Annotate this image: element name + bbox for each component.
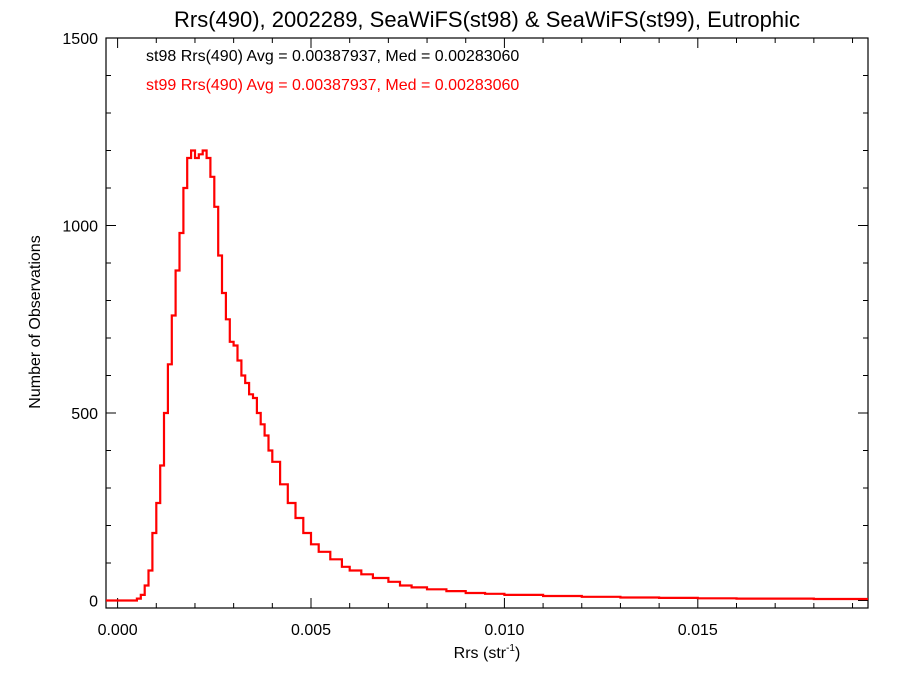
annotation-st99: st99 Rrs(490) Avg = 0.00387937, Med = 0.… xyxy=(146,77,519,94)
x-tick-label: 0.000 xyxy=(98,622,138,639)
x-tick-label: 0.015 xyxy=(678,622,718,639)
y-tick-label: 1000 xyxy=(62,219,98,236)
x-axis-label: Rrs (str-1) xyxy=(454,643,521,662)
y-tick-label: 1500 xyxy=(62,31,98,48)
series-layer xyxy=(106,149,868,602)
y-tick-label: 0 xyxy=(89,594,98,611)
annotation-st98: st98 Rrs(490) Avg = 0.00387937, Med = 0.… xyxy=(146,48,519,65)
y-axis: 0 500 1000 1500 xyxy=(62,31,868,611)
x-axis-label-superscript: -1 xyxy=(506,643,515,654)
x-axis: 0.000 0.005 0.010 0.015 xyxy=(98,38,854,639)
x-tick-label: 0.010 xyxy=(484,622,524,639)
x-tick-label: 0.005 xyxy=(291,622,331,639)
x-axis-label-main: Rrs (str xyxy=(454,645,507,662)
y-axis-label: Number of Observations xyxy=(27,235,44,408)
x-axis-label-close: ) xyxy=(515,645,520,662)
chart-title: Rrs(490), 2002289, SeaWiFS(st98) & SeaWi… xyxy=(174,7,800,32)
series-line-0 xyxy=(106,149,868,602)
y-tick-label: 500 xyxy=(71,406,98,423)
plot-frame xyxy=(105,37,869,609)
